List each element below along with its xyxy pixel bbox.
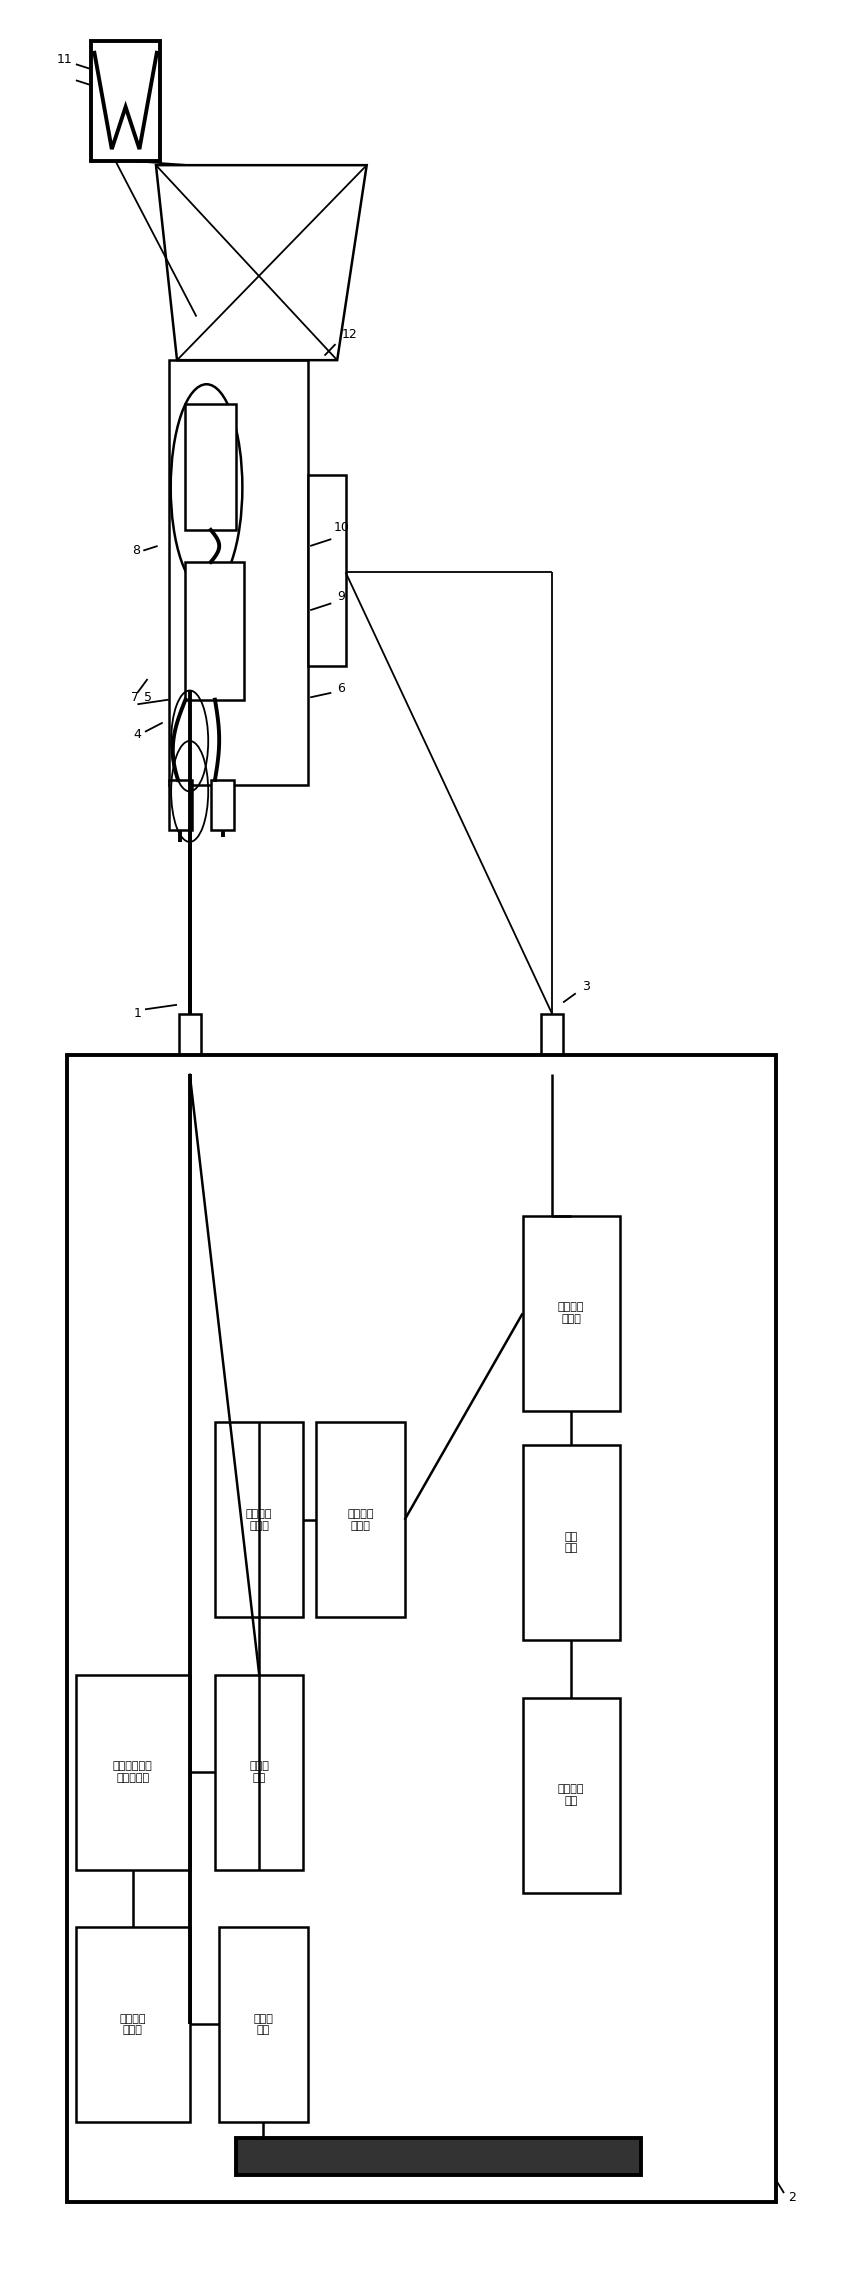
Text: 9: 9 (337, 590, 346, 603)
Text: 低通滤波
放大器: 低通滤波 放大器 (558, 1303, 584, 1324)
Bar (179, 1014, 201, 1074)
Text: 1: 1 (133, 1007, 142, 1021)
Text: 11: 11 (57, 53, 72, 67)
Text: 7: 7 (131, 690, 139, 704)
Bar (76, 1927, 190, 2122)
Text: 2: 2 (788, 2191, 797, 2205)
Text: 标准气体
样品池: 标准气体 样品池 (246, 1509, 272, 1530)
Bar (211, 780, 234, 830)
Text: 12: 12 (342, 328, 357, 342)
Text: 数据处理
模块: 数据处理 模块 (558, 1785, 584, 1805)
Bar (91, 41, 160, 161)
Bar (541, 1014, 563, 1074)
Text: 8: 8 (132, 544, 141, 557)
Bar (185, 404, 236, 530)
Text: 6: 6 (337, 681, 346, 695)
Bar (76, 1675, 190, 1870)
Bar (523, 1216, 620, 1411)
Text: 10: 10 (334, 521, 349, 535)
Bar (236, 2138, 641, 2175)
Bar (169, 360, 308, 785)
Bar (316, 1422, 405, 1617)
Bar (523, 1445, 620, 1640)
Bar (67, 1055, 776, 2202)
Text: 信号发
生器: 信号发 生器 (254, 2014, 273, 2035)
Bar (185, 562, 244, 700)
Bar (215, 1675, 303, 1870)
Text: 采集
模块: 采集 模块 (565, 1532, 577, 1553)
Text: 激光分
光器: 激光分 光器 (250, 1762, 269, 1782)
Bar (219, 1927, 308, 2122)
Text: 4: 4 (133, 727, 142, 741)
Text: 3: 3 (582, 980, 590, 993)
Bar (523, 1698, 620, 1893)
Bar (215, 1422, 303, 1617)
Bar (308, 475, 346, 665)
Text: 第二光电
探测器: 第二光电 探测器 (347, 1509, 373, 1530)
Text: 激光调控
制模块: 激光调控 制模块 (120, 2014, 146, 2035)
Bar (169, 780, 192, 830)
Text: 5: 5 (143, 690, 152, 704)
Text: 分布反馈式半
导体激光器: 分布反馈式半 导体激光器 (113, 1762, 153, 1782)
